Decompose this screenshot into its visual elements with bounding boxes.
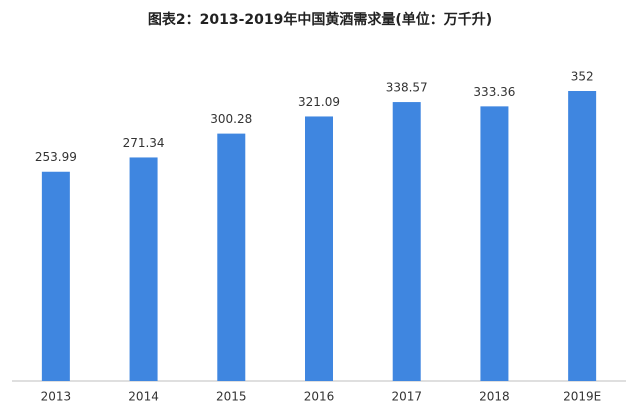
value-label: 338.57 [386,81,428,95]
value-label: 271.34 [123,136,165,150]
bar [41,171,70,381]
x-tick-label: 2015 [216,390,247,404]
x-tick-label: 2016 [304,390,335,404]
bar [392,102,421,382]
x-tick-label: 2017 [391,390,422,404]
x-tick-label: 2019E [563,390,601,404]
value-label: 333.36 [473,85,515,99]
value-label: 352 [571,70,594,84]
value-label: 300.28 [210,112,252,126]
value-label: 321.09 [298,95,340,109]
bar [129,157,158,381]
value-label: 253.99 [35,150,77,164]
bar [480,106,509,382]
chart-title: 图表2：2013-2019年中国黄酒需求量(单位：万千升) [148,11,492,28]
bar [217,133,246,381]
bar [568,91,597,381]
x-tick-label: 2018 [479,390,510,404]
x-tick-label: 2014 [128,390,159,404]
bar [305,116,333,381]
x-tick-label: 2013 [41,390,72,404]
